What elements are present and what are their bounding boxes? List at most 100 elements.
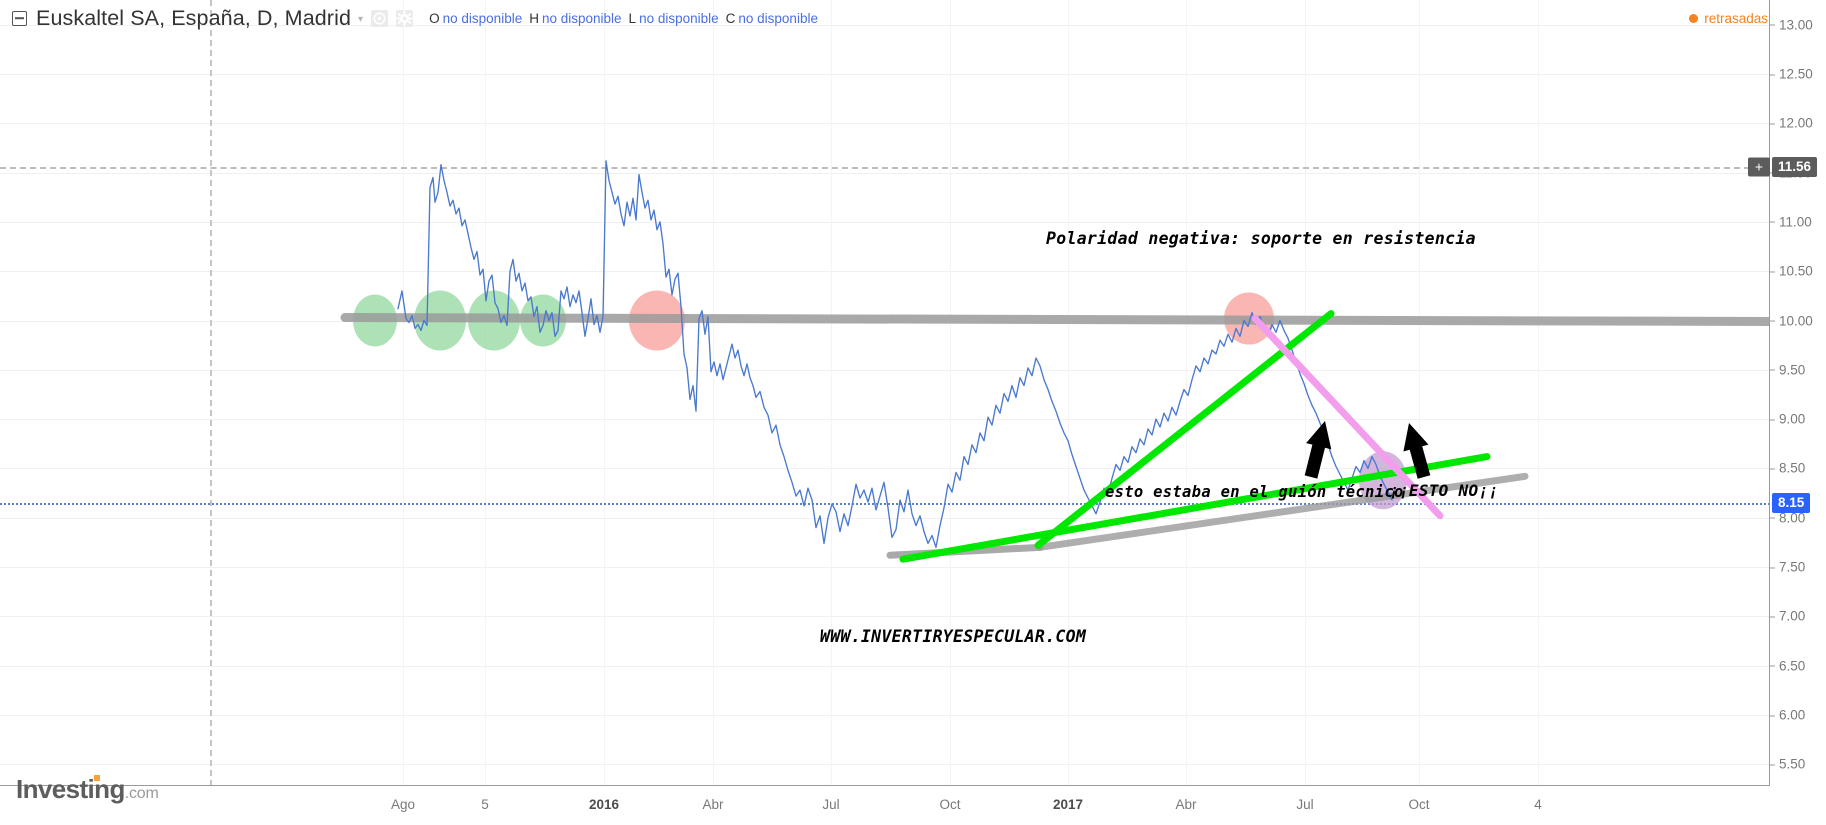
logo-accent-square (93, 775, 100, 781)
gridline-horizontal (0, 271, 1769, 273)
time-axis-tick: Abr (1175, 797, 1197, 812)
price-axis-tick: 12.50 (1770, 67, 1813, 82)
time-axis-tick: Abr (702, 797, 724, 812)
price-axis-tick: 12.00 (1770, 116, 1813, 131)
support-segment-gray (886, 543, 1044, 559)
time-axis-tick: 4 (1534, 797, 1542, 812)
target-icon[interactable] (371, 9, 389, 27)
logo-word-investing: Investing (16, 774, 125, 805)
price-axis-tick: 8.00 (1770, 510, 1805, 525)
scale-plus-button[interactable]: + (1748, 157, 1770, 177)
delayed-status-label: retrasadas (1704, 11, 1768, 26)
chart-plot-area[interactable]: Polaridad negativa: soporte en resistenc… (0, 0, 1770, 786)
gridline-vertical (1186, 0, 1187, 785)
time-axis-tick: Ago (390, 797, 416, 812)
price-axis-tick: 5.50 (1770, 757, 1805, 772)
gridline-vertical (1538, 0, 1539, 785)
investing-logo: Investing .com (16, 774, 159, 805)
time-axis[interactable]: Ago 5 2016 Abr Jul Oct 2017 Abr Jul Oct 4 (0, 787, 1770, 825)
ohlc-low-key: L (628, 10, 637, 26)
logo-word-investing-text: Investing (16, 774, 125, 804)
gridline-horizontal (0, 123, 1769, 125)
gridline-vertical (485, 0, 486, 785)
crosshair-vertical-line (210, 0, 212, 785)
trendlines (899, 310, 1491, 563)
time-axis-tick: Oct (939, 797, 961, 812)
price-axis-tick: 10.00 (1770, 313, 1813, 328)
annotation-polaridad: Polaridad negativa: soporte en resistenc… (1046, 229, 1476, 248)
trendline-green-shallow (899, 453, 1491, 563)
scale-marker-badge[interactable]: 11.56 (1772, 156, 1818, 177)
annotation-arrow-left (1304, 421, 1332, 479)
gridline-vertical (1419, 0, 1420, 785)
price-axis-tick: 6.00 (1770, 708, 1805, 723)
delayed-data-badge[interactable]: retrasadas (1689, 11, 1768, 26)
ohlc-open-key: O (429, 10, 440, 26)
trendline-green-steep (1034, 310, 1335, 549)
gridline-horizontal (0, 764, 1769, 766)
price-axis-tick: 6.50 (1770, 658, 1805, 673)
ohlc-high-key: H (529, 10, 539, 26)
ohlc-close-value: no disponible (738, 10, 818, 26)
time-axis-tick: 2016 (588, 797, 620, 812)
gridline-vertical (1068, 0, 1069, 785)
highlight-circle-red-2 (1224, 292, 1274, 345)
gridline-horizontal (0, 221, 1769, 223)
collapse-box-icon[interactable] (12, 10, 27, 26)
time-axis-tick: Jul (822, 797, 840, 812)
ohlc-low-value: no disponible (639, 10, 719, 26)
gridline-horizontal (0, 616, 1769, 618)
price-axis-tick: 10.50 (1770, 264, 1813, 279)
price-axis-tick: 8.50 (1770, 461, 1805, 476)
price-axis-tick: 7.00 (1770, 609, 1805, 624)
annotation-guion-tecnico: esto estaba en el guión técnico (1105, 483, 1404, 501)
instrument-title[interactable]: Euskaltel SA, España, D, Madrid ▾ (36, 6, 363, 31)
gridline-horizontal (0, 665, 1769, 667)
annotation-esto-no: ¡¡ESTO NO¡¡ (1389, 481, 1499, 500)
time-axis-tick: 2017 (1052, 797, 1084, 812)
ohlc-high-value: no disponible (541, 10, 622, 26)
price-axis-tick: 9.00 (1770, 412, 1805, 427)
gridline-vertical (604, 0, 605, 785)
delayed-status-dot (1689, 14, 1699, 23)
price-axis-tick: 9.50 (1770, 362, 1805, 377)
gridline-horizontal (0, 320, 1769, 322)
annotation-arrow-right (1403, 423, 1431, 479)
watermark-url: WWW.INVERTIRYESPECULAR.COM (820, 627, 1087, 646)
gridline-vertical (1305, 0, 1306, 785)
gridline-horizontal (0, 369, 1769, 371)
price-axis-tick: 11.00 (1770, 214, 1812, 229)
time-axis-tick: 5 (481, 797, 489, 812)
ohlc-open-value: no disponible (442, 10, 523, 26)
gridline-horizontal (0, 567, 1769, 569)
price-axis-tick: 13.00 (1770, 17, 1813, 32)
last-price-badge[interactable]: 8.15 (1772, 493, 1811, 513)
gridline-horizontal (0, 517, 1769, 519)
gridline-horizontal (0, 172, 1769, 174)
gridline-vertical (950, 0, 951, 785)
gridline-horizontal (0, 24, 1769, 26)
gridline-vertical (403, 0, 404, 785)
gridline-horizontal (0, 715, 1769, 716)
chevron-down-icon[interactable]: ▾ (358, 13, 364, 25)
time-axis-tick: Jul (1296, 797, 1314, 812)
instrument-title-label: Euskaltel SA, España, D, Madrid (36, 5, 351, 30)
gridline-horizontal (0, 74, 1769, 75)
gridline-vertical (713, 0, 714, 785)
scale-marker-line (0, 166, 1769, 169)
chart-header-toolbar: Euskaltel SA, España, D, Madrid ▾ (0, 0, 1826, 36)
price-axis[interactable]: 13.0012.5012.0011.5011.0010.5010.009.509… (1770, 0, 1826, 786)
gear-icon[interactable] (396, 9, 414, 27)
highlight-circles (353, 290, 1407, 510)
ohlc-close-key: C (725, 10, 736, 26)
last-price-line (0, 503, 1769, 505)
gridline-horizontal (0, 419, 1769, 421)
price-axis-tick: 7.50 (1770, 560, 1805, 575)
gray-level-lines (340, 313, 1769, 559)
chart-drawings-layer (340, 160, 1769, 563)
gridline-vertical (831, 0, 832, 785)
annotation-arrows (1304, 421, 1431, 479)
time-axis-tick: Oct (1408, 797, 1430, 812)
